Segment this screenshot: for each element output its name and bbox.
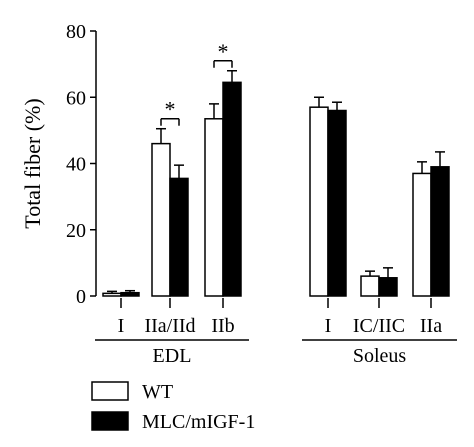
bar-wt bbox=[204, 118, 224, 297]
y-tick-label: 0 bbox=[76, 286, 86, 308]
bar-mlc-migf1 bbox=[378, 277, 398, 297]
bar-mlc-migf1 bbox=[222, 81, 242, 297]
bar-wt bbox=[102, 292, 122, 297]
significance-star: * bbox=[218, 39, 229, 64]
y-axis-title: Total fiber (%) bbox=[20, 98, 45, 228]
y-tick-label: 80 bbox=[66, 21, 86, 43]
bar-mlc-migf1 bbox=[327, 109, 347, 297]
x-tick-label: IC/IIC bbox=[353, 315, 405, 337]
group-label: EDL bbox=[153, 345, 192, 367]
x-tick-label: IIa/IId bbox=[144, 315, 195, 337]
category-labels: I IIa/IId IIb I IC/IIC IIa EDL Soleus bbox=[95, 298, 457, 367]
legend-swatch-mlc-migf1 bbox=[91, 411, 129, 431]
legend: WT MLC/mIGF-1 bbox=[91, 381, 255, 433]
bar-mlc-migf1 bbox=[120, 291, 140, 297]
x-tick-label: I bbox=[325, 315, 332, 337]
x-tick-label: I bbox=[118, 315, 125, 337]
y-tick-label: 60 bbox=[66, 87, 86, 109]
y-tick-label: 40 bbox=[66, 154, 86, 176]
bar-wt bbox=[360, 275, 380, 297]
x-tick-label: IIa bbox=[420, 315, 442, 337]
significance-star: * bbox=[165, 97, 176, 122]
group-label: Soleus bbox=[353, 345, 407, 367]
bar-wt bbox=[151, 142, 171, 297]
bar-mlc-migf1 bbox=[169, 177, 189, 297]
bar-wt bbox=[309, 106, 329, 297]
y-tick-label: 20 bbox=[66, 220, 86, 242]
x-tick-label: IIb bbox=[211, 315, 234, 337]
legend-label: WT bbox=[142, 381, 173, 403]
bars: ** bbox=[102, 39, 450, 297]
axes: 0 20 40 60 80 Total fiber (%) bbox=[20, 21, 97, 308]
bar-wt bbox=[412, 172, 432, 297]
bar-mlc-migf1 bbox=[430, 166, 450, 297]
legend-swatch-wt bbox=[91, 381, 129, 401]
legend-label: MLC/mIGF-1 bbox=[142, 411, 255, 433]
